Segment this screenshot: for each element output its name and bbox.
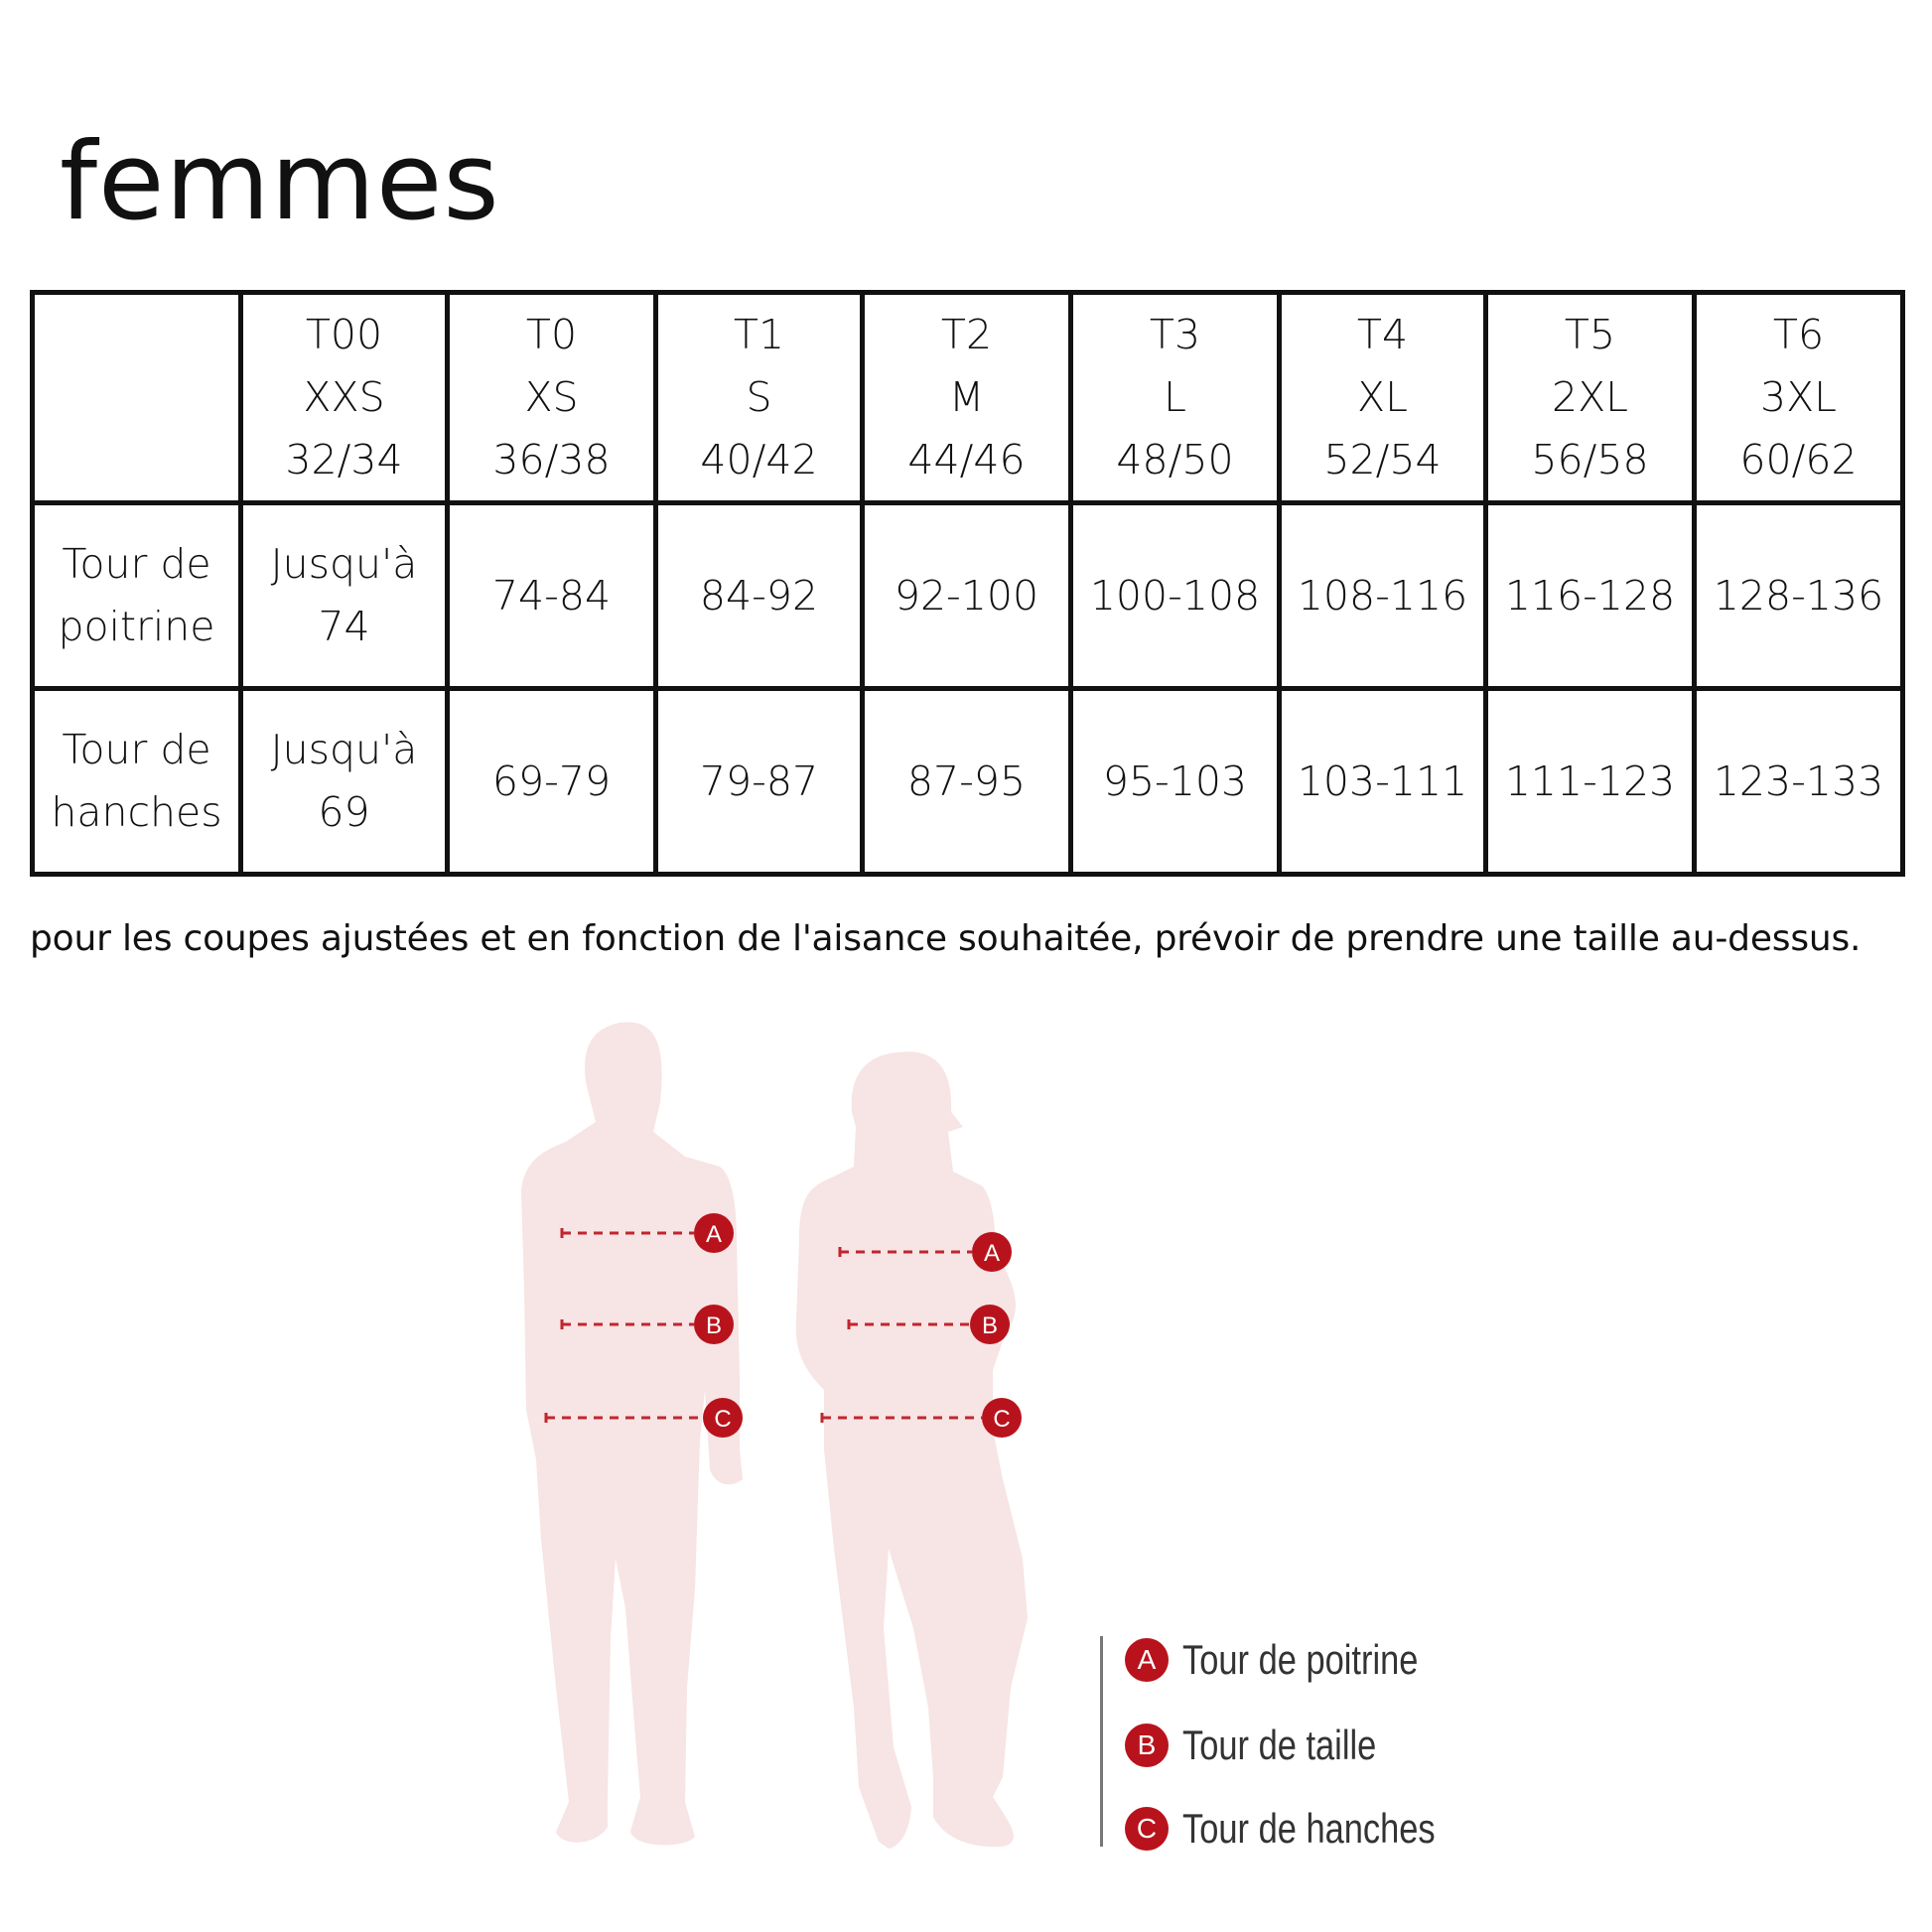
legend: A Tour de poitrine B Tour de taille C To…: [1100, 1636, 1436, 1852]
size-eu: 52/54: [1323, 436, 1442, 483]
marker-a-icon: [694, 1213, 734, 1253]
size-t: T1: [733, 311, 785, 358]
marker-letter: B: [982, 1312, 998, 1339]
size-t: T2: [940, 311, 993, 358]
value-cell: 103-111: [1277, 686, 1488, 877]
value-cell: 74-84: [445, 500, 658, 691]
measure-line-a: A: [838, 1232, 1012, 1272]
size-eu: 32/34: [285, 436, 403, 483]
row-label-cell: Tour de hanches: [30, 686, 243, 877]
woman-silhouette: [795, 1051, 1028, 1849]
value-cell: 95-103: [1068, 686, 1282, 877]
legend-label: Tour de hanches: [1182, 1805, 1436, 1852]
value-line: Jusqu'à: [270, 540, 418, 588]
table-row: Tour de poitrine Jusqu'à 74 74-84 84-92 92-100…: [30, 500, 1905, 691]
value-cell: 116-128: [1483, 500, 1697, 691]
size-eu: 48/50: [1116, 436, 1234, 483]
size-header-cell: T2 M 44/46: [860, 290, 1073, 505]
size-eu: 56/58: [1531, 436, 1649, 483]
legend-item-hips: C Tour de hanches: [1125, 1805, 1491, 1853]
value-cell: 100-108: [1068, 500, 1282, 691]
value-line: 69: [318, 788, 370, 836]
marker-a-icon: A: [1125, 1638, 1169, 1682]
size-header-cell: T0 XS 36/38: [445, 290, 658, 505]
size-letter: M: [948, 373, 985, 421]
size-header-cell: T1 S 40/42: [653, 290, 865, 505]
size-header-cell: T4 XL 52/54: [1277, 290, 1488, 505]
size-eu: 44/46: [907, 436, 1026, 483]
value-cell: Jusqu'à 69: [238, 686, 450, 877]
marker-b-icon: [970, 1305, 1010, 1344]
value-cell: Jusqu'à 74: [238, 500, 450, 691]
measure-line-a: A: [560, 1213, 734, 1253]
size-header-cell: T6 3XL 60/62: [1692, 290, 1905, 505]
marker-letter: C: [714, 1406, 731, 1433]
marker-a-icon: [972, 1232, 1012, 1272]
size-eu: 40/42: [700, 436, 818, 483]
size-t: T0: [525, 311, 578, 358]
row-label-line: poitrine: [58, 603, 215, 650]
value-cell: 111-123: [1483, 686, 1697, 877]
corner-cell: [30, 290, 243, 505]
man-silhouette: [521, 1022, 743, 1846]
marker-b-icon: B: [1125, 1724, 1169, 1767]
legend-label: Tour de taille: [1182, 1722, 1377, 1768]
legend-item-chest: A Tour de poitrine: [1125, 1636, 1470, 1684]
value-cell: 108-116: [1277, 500, 1488, 691]
fit-note: pour les coupes ajustées et en fonction …: [30, 918, 1862, 959]
size-letter: L: [1164, 373, 1186, 421]
marker-c-icon: C: [1125, 1807, 1169, 1851]
size-letter: 2XL: [1551, 373, 1628, 421]
marker-letter: A: [984, 1240, 1000, 1267]
size-t: T3: [1149, 311, 1201, 358]
table-header-row: T00 XXS 32/34 T0 XS 36/38 T1 S 40/42 T2 M 44/46 T3 L 4…: [30, 290, 1905, 505]
marker-letter: B: [706, 1312, 722, 1339]
size-table: T00 XXS 32/34 T0 XS 36/38 T1 S 40/42 T2 M 44/46 T3 L 4…: [30, 290, 1905, 877]
legend-item-waist: B Tour de taille: [1125, 1722, 1419, 1769]
measure-line-b: B: [847, 1305, 1010, 1344]
value-line: Jusqu'à: [270, 726, 418, 773]
value-line: 74: [318, 603, 370, 650]
marker-b-icon: [694, 1305, 734, 1344]
row-label-line: Tour de: [62, 726, 211, 773]
size-letter: XXS: [303, 373, 385, 421]
value-cell: 87-95: [860, 686, 1073, 877]
size-letter: XL: [1357, 373, 1408, 421]
marker-c-icon: [982, 1398, 1022, 1438]
size-t: T5: [1564, 311, 1616, 358]
value-cell: 128-136: [1692, 500, 1905, 691]
size-letter: S: [746, 373, 772, 421]
size-letter: XS: [524, 373, 579, 421]
row-label-line: hanches: [51, 788, 222, 836]
value-cell: 79-87: [653, 686, 865, 877]
size-eu: 60/62: [1739, 436, 1858, 483]
value-cell: 123-133: [1692, 686, 1905, 877]
size-eu: 36/38: [492, 436, 611, 483]
page-title: femmes: [60, 120, 500, 244]
size-header-cell: T5 2XL 56/58: [1483, 290, 1697, 505]
measure-line-c: C: [820, 1398, 1022, 1438]
value-cell: 92-100: [860, 500, 1073, 691]
size-letter: 3XL: [1759, 373, 1837, 421]
marker-letter: A: [706, 1221, 722, 1248]
measure-line-b: B: [560, 1305, 734, 1344]
marker-letter: C: [993, 1406, 1010, 1433]
row-label-cell: Tour de poitrine: [30, 500, 243, 691]
measure-line-c: C: [544, 1398, 743, 1438]
size-header-cell: T3 L 48/50: [1068, 290, 1282, 505]
size-t: T00: [305, 311, 383, 358]
marker-c-icon: [703, 1398, 743, 1438]
row-label-line: Tour de: [62, 540, 211, 588]
table-row: Tour de hanches Jusqu'à 69 69-79 79-87 87-95 95…: [30, 686, 1905, 877]
legend-label: Tour de poitrine: [1182, 1636, 1419, 1683]
size-header-cell: T00 XXS 32/34: [238, 290, 450, 505]
size-t: T6: [1772, 311, 1825, 358]
value-cell: 69-79: [445, 686, 658, 877]
size-t: T4: [1356, 311, 1409, 358]
value-cell: 84-92: [653, 500, 865, 691]
